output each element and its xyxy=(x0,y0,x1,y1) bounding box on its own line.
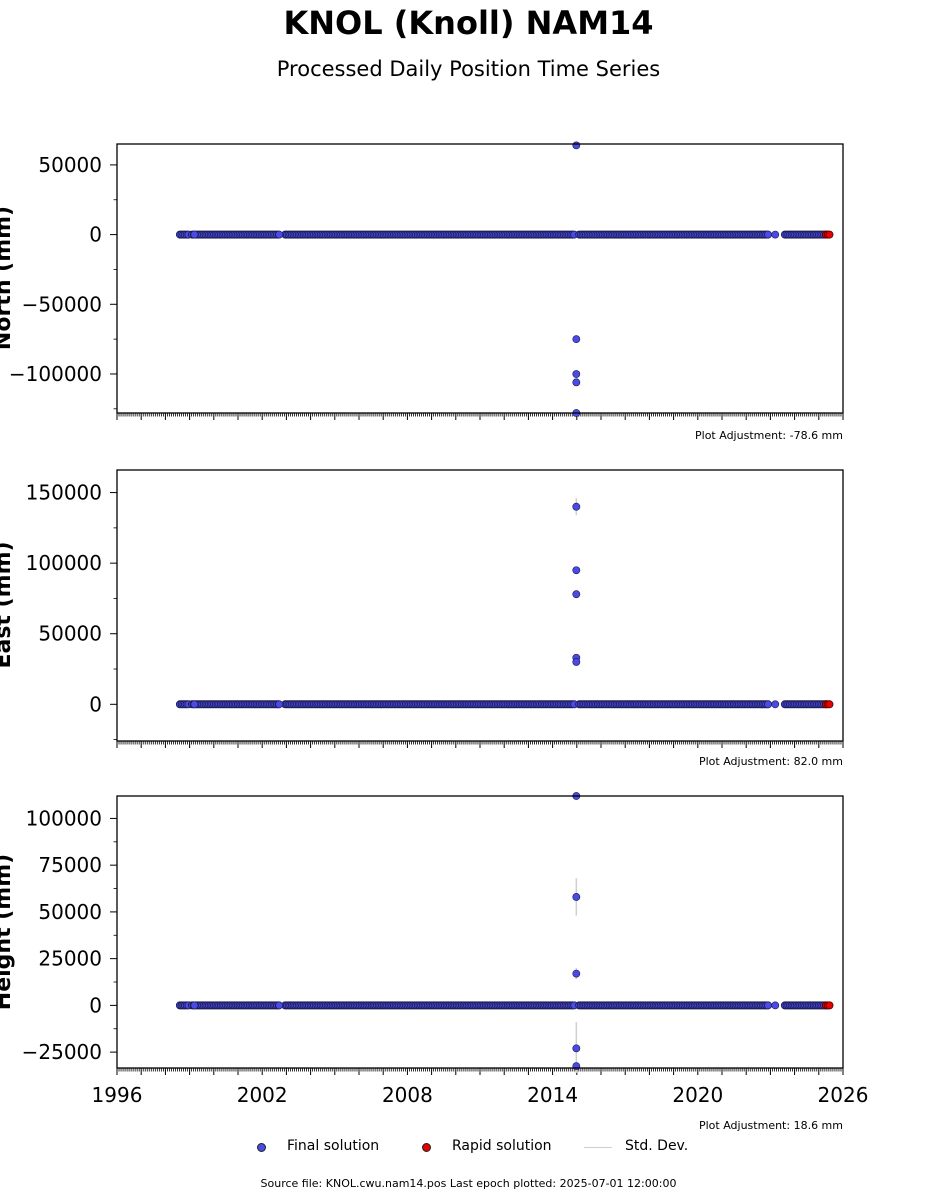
east-y-tick-label: 150000 xyxy=(26,481,102,505)
height-y-tick-label: −25000 xyxy=(22,1040,102,1064)
height-y-tick-label: 0 xyxy=(89,993,102,1017)
height-final-point xyxy=(275,1001,284,1010)
north-y-tick-label: −100000 xyxy=(9,362,102,386)
north-rapid-point xyxy=(825,230,834,239)
east-final-point xyxy=(572,658,581,666)
east-final-point xyxy=(190,700,199,709)
height-y-axis-label: Height (mm) xyxy=(0,854,16,1010)
north-final-point xyxy=(764,230,772,239)
height-axes-frame xyxy=(116,795,844,1069)
north-final-point xyxy=(572,141,581,150)
height-y-tick-label: 50000 xyxy=(38,900,102,924)
rapid-solution-marker-icon xyxy=(422,1143,431,1152)
height-y-tick-label: 25000 xyxy=(38,947,102,971)
east-y-tick-label: 100000 xyxy=(26,551,102,575)
height-y-tick-label: 100000 xyxy=(26,806,102,830)
east-panel: 150000 100000 50000 0 East (mm) xyxy=(0,469,844,748)
height-final-point xyxy=(572,969,581,978)
height-final-point xyxy=(572,893,581,901)
north-plot-area xyxy=(175,141,834,417)
north-final-point xyxy=(572,335,581,344)
height-final-point xyxy=(764,1001,772,1010)
east-axes-frame xyxy=(116,469,844,742)
east-final-point xyxy=(572,566,581,575)
north-y-axis-label: North (mm) xyxy=(0,206,16,350)
final-solution-marker-icon xyxy=(257,1143,266,1152)
east-final-point xyxy=(572,502,581,511)
north-plot-adjustment: Plot Adjustment: -78.6 mm xyxy=(695,429,843,442)
east-final-point xyxy=(275,700,284,709)
north-final-point xyxy=(572,378,581,387)
east-y-tick-label: 50000 xyxy=(38,622,102,646)
east-plot-adjustment: Plot Adjustment: 82.0 mm xyxy=(698,755,843,768)
height-y-tick-label: 75000 xyxy=(38,853,102,877)
east-y-axis-label: East (mm) xyxy=(0,541,16,668)
north-y-tick-label: 50000 xyxy=(38,153,102,177)
height-x-tick-label: 2014 xyxy=(527,1083,578,1107)
east-y-tick-label: 0 xyxy=(89,692,102,716)
east-final-point xyxy=(572,590,581,599)
height-final-point xyxy=(572,1062,581,1071)
legend-rapid-label: Rapid solution xyxy=(452,1138,552,1154)
height-x-tick-label: 1996 xyxy=(92,1083,143,1107)
height-panel: 100000 75000 50000 25000 0 −25000 1996 2002 2008… xyxy=(0,792,868,1107)
east-final-point xyxy=(771,700,780,709)
east-final-point xyxy=(764,700,772,709)
height-x-tick-label: 2008 xyxy=(382,1083,433,1107)
north-axes-frame xyxy=(116,143,844,414)
north-panel: 50000 0 −50000 −100000 North (mm) xyxy=(0,141,844,420)
height-plot-adjustment: Plot Adjustment: 18.6 mm xyxy=(698,1119,843,1132)
legend-std-label: Std. Dev. xyxy=(625,1138,689,1154)
east-rapid-point xyxy=(825,700,834,709)
source-file-note: Source file: KNOL.cwu.nam14.pos Last epo… xyxy=(260,1177,677,1190)
height-x-tick-label: 2026 xyxy=(818,1083,869,1107)
height-final-point xyxy=(190,1001,199,1010)
legend-final-label: Final solution xyxy=(287,1138,380,1154)
east-plot-area xyxy=(175,498,834,709)
north-final-point xyxy=(190,230,199,239)
north-final-point xyxy=(275,230,284,239)
height-plot-area xyxy=(175,792,834,1073)
figure-subtitle: Processed Daily Position Time Series xyxy=(276,57,661,81)
height-rapid-point xyxy=(825,1001,834,1010)
height-x-tick-label: 2002 xyxy=(237,1083,288,1107)
figure-title: KNOL (Knoll) NAM14 xyxy=(283,4,654,42)
north-final-point xyxy=(771,230,780,239)
height-x-tick-label: 2020 xyxy=(672,1083,723,1107)
north-y-tick-label: −50000 xyxy=(22,292,102,316)
height-final-point xyxy=(771,1001,780,1010)
north-y-tick-label: 0 xyxy=(89,223,102,247)
std-dev-line-icon xyxy=(584,1147,612,1148)
north-final-point xyxy=(572,370,581,378)
height-final-point xyxy=(572,1044,581,1053)
